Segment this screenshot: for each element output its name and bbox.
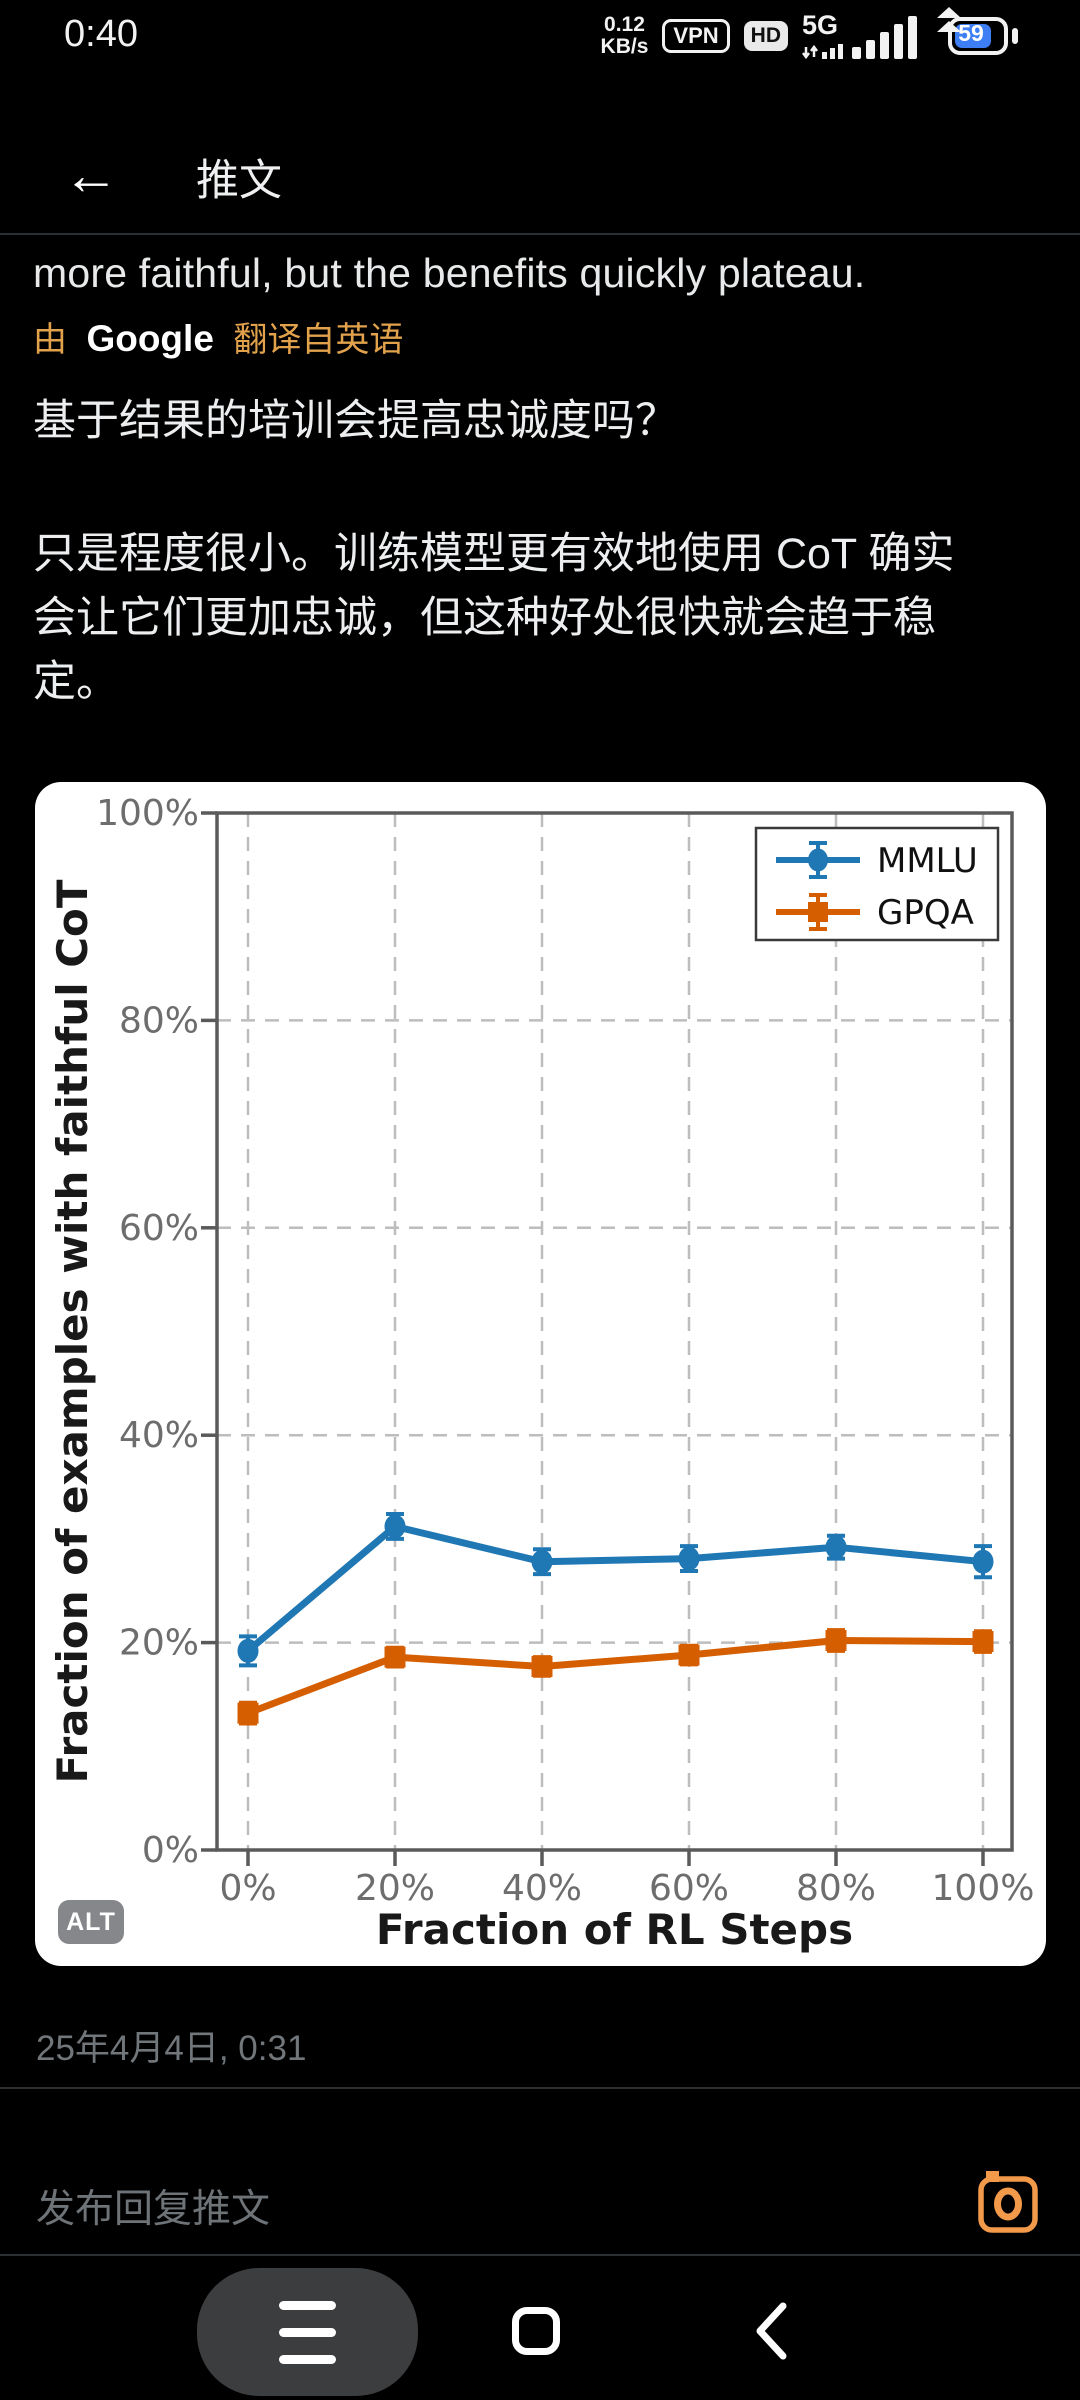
vpn-icon: VPN [662, 19, 730, 53]
mmlu-point [825, 1535, 847, 1560]
gpqa-point [972, 1631, 994, 1653]
battery-level-fill [955, 24, 991, 48]
legend-box [754, 826, 1000, 942]
status-icons: 0.12 KB/s VPN HD 5G [601, 6, 1018, 66]
hd-icon: HD [743, 21, 788, 51]
google-logo: Google [86, 318, 214, 359]
y-tick-label: 100% [96, 793, 199, 834]
y-tick-label: 60% [119, 1208, 199, 1249]
tweet-text-english: more faithful, but the benefits quickly … [33, 250, 866, 296]
gpqa-line [246, 1637, 984, 1717]
legend-marker [808, 902, 828, 922]
tweet-question-zh: 基于结果的培训会提高忠诚度吗？ [33, 397, 678, 445]
net-speed-value: 0.12 [604, 12, 645, 36]
gpqa-point [237, 1702, 259, 1724]
battery-icon: 59 [937, 7, 1018, 59]
legend-label: GPQA [877, 893, 974, 933]
x-tick-label: 40% [502, 1868, 582, 1909]
x-axis-title: Fraction of RL Steps [376, 1905, 853, 1954]
y-tick-label: 40% [119, 1415, 199, 1456]
timestamp-divider [0, 2087, 1080, 2089]
net-speed-unit: KB/s [600, 35, 649, 58]
clock: 0:40 [64, 13, 138, 55]
mmlu-point [237, 1638, 259, 1663]
legend-label: MMLU [877, 841, 978, 881]
camera-icon[interactable] [978, 2170, 1038, 2234]
gpqa-point [678, 1644, 700, 1666]
header-divider [0, 233, 1080, 235]
signal-bars-icon [852, 15, 917, 59]
x-tick-label: 0% [219, 1868, 276, 1909]
recents-button[interactable] [197, 2268, 418, 2396]
y-tick-label: 0% [142, 1830, 199, 1871]
gpqa-point [531, 1655, 553, 1677]
reply-composer[interactable]: 发布回复推文 [0, 2130, 1080, 2254]
reply-divider [0, 2254, 1080, 2256]
mmlu-point [972, 1549, 994, 1574]
x-tick-label: 20% [355, 1868, 435, 1909]
back-button[interactable]: ← [63, 143, 119, 206]
page-title: 推文 [196, 157, 282, 205]
legend-marker [808, 848, 828, 872]
signal-indicator: 5G [802, 11, 920, 61]
home-button[interactable] [512, 2307, 560, 2355]
y-axis-title: Fraction of examples with faithful CoT [48, 879, 97, 1783]
y-tick-label: 20% [119, 1623, 199, 1664]
app-header: ← 推文 [0, 120, 1080, 232]
menu-icon [279, 2301, 336, 2364]
back-nav-button[interactable] [752, 2302, 792, 2360]
mmlu-point [678, 1546, 700, 1571]
charging-icon [937, 7, 961, 32]
gpqa-point [825, 1630, 847, 1652]
plot-frame [215, 811, 1014, 1852]
mmlu-line [245, 1523, 984, 1654]
faithfulness-chart: 0% 20% 40% 60% 80% 100% 0% 20% 40% 60% 80% 100% Frac… [48, 793, 1035, 1954]
tweet-image-card[interactable]: 0% 20% 40% 60% 80% 100% 0% 20% 40% 60% 80% 100% Frac… [35, 782, 1046, 1966]
x-tick-label: 80% [796, 1868, 876, 1909]
tweet-timestamp: 25年4月4日, 0:31 [36, 2029, 307, 2068]
y-tick-label: 80% [119, 1000, 199, 1041]
reply-input[interactable]: 发布回复推文 [36, 2188, 271, 2231]
gpqa-point [384, 1646, 406, 1668]
tweet-body-zh: 只是程度很小。训练模型更有效地使用 CoT 确实会让它们更加忠诚，但这种好处很快… [33, 530, 955, 706]
translated-from-label: 翻译自英语 [233, 321, 404, 359]
x-tick-label: 100% [932, 1868, 1035, 1909]
mmlu-point [384, 1514, 406, 1539]
sim2-signal-icon [802, 43, 843, 59]
network-type: 5G [802, 11, 846, 61]
mmlu-point [531, 1549, 553, 1574]
alt-badge[interactable]: ALT [58, 1900, 124, 1944]
navigation-bar [0, 2258, 1080, 2400]
status-bar: 0:40 0.12 KB/s VPN HD 5G [0, 0, 1080, 72]
network-speed: 0.12 KB/s [600, 12, 649, 58]
translation-attribution: 由 Google 翻译自英语 [33, 312, 403, 361]
translated-by-prefix: 由 [33, 321, 67, 359]
x-tick-label: 60% [649, 1868, 729, 1909]
battery-percent: 59 [958, 19, 984, 46]
